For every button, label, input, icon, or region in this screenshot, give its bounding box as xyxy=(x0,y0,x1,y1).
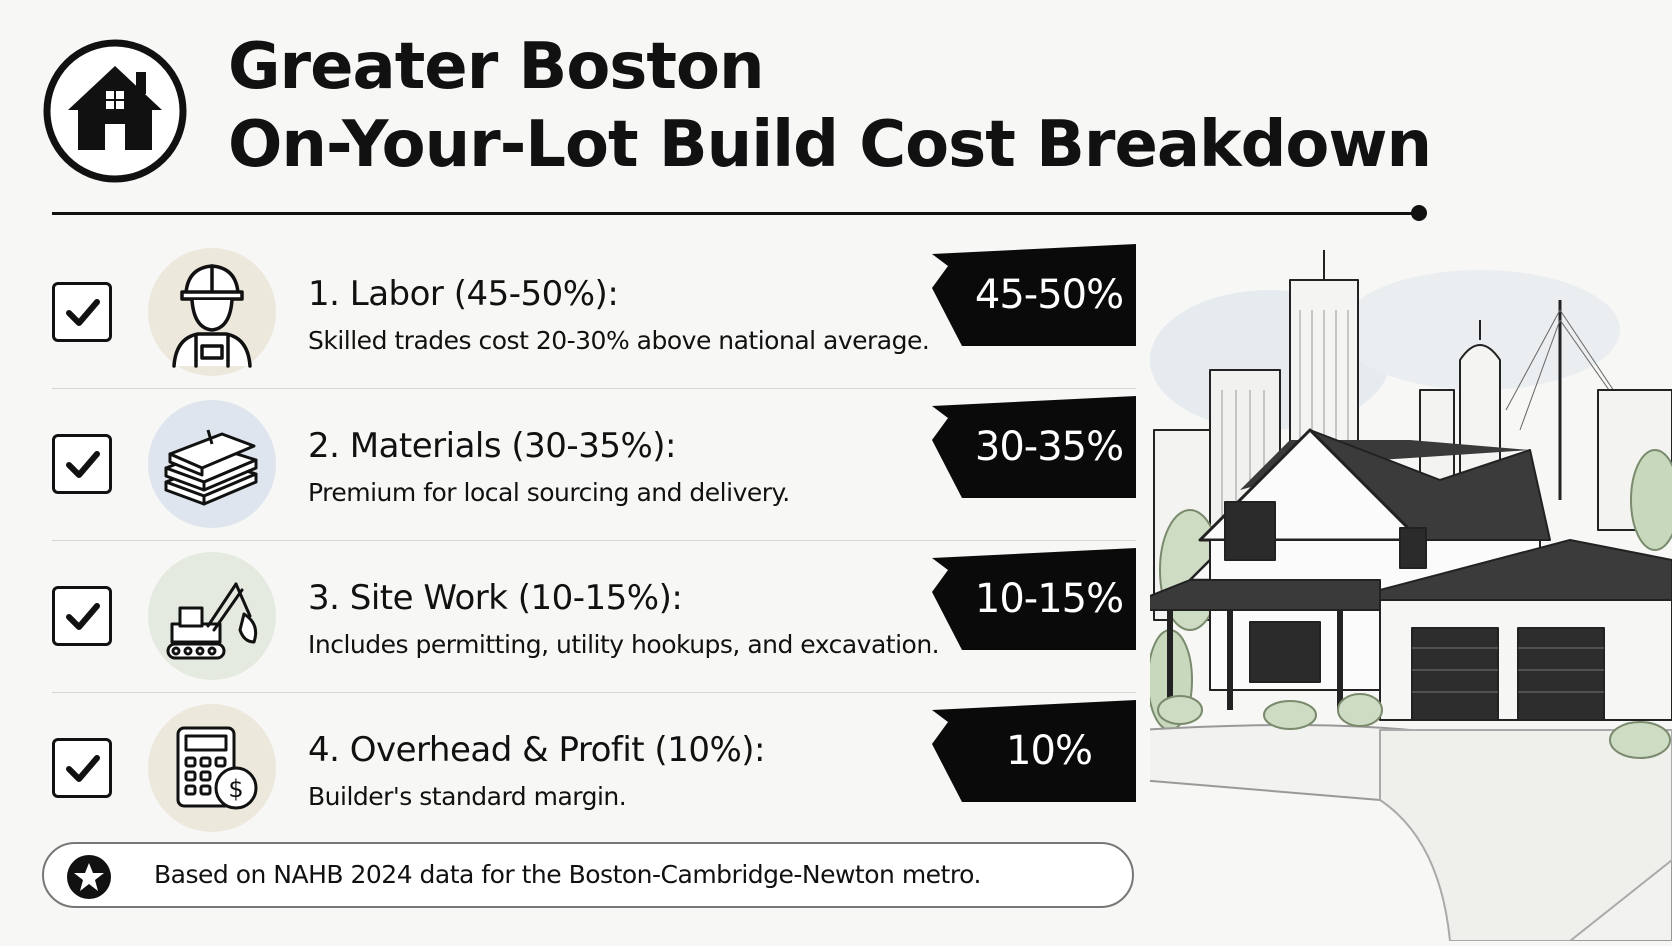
page-title: Greater Boston On-Your-Lot Build Cost Br… xyxy=(228,28,1432,184)
site-work-title: 3. Site Work (10-15%): xyxy=(308,578,683,618)
title-line-1: Greater Boston xyxy=(228,30,765,104)
labor-percent-badge: 45-50% xyxy=(932,244,1136,346)
materials-percent-badge: 30-35% xyxy=(932,396,1136,498)
star-icon xyxy=(67,855,111,899)
header-divider xyxy=(52,212,1422,215)
checkbox-checked-icon xyxy=(52,586,112,646)
materials-title: 2. Materials (30-35%): xyxy=(308,426,676,466)
labor-percent-value: 45-50% xyxy=(974,272,1124,318)
excavator-icon xyxy=(148,552,276,680)
materials-percent-value: 30-35% xyxy=(974,424,1124,470)
house-skyline-illustration xyxy=(1139,240,1672,942)
site-work-percent-badge: 10-15% xyxy=(932,548,1136,650)
source-note-text: Based on NAHB 2024 data for the Boston-C… xyxy=(154,860,981,889)
overhead-profit-description: Builder's standard margin. xyxy=(308,782,627,811)
overhead-profit-percent-value: 10% xyxy=(1006,728,1093,774)
labor-description: Skilled trades cost 20-30% above nationa… xyxy=(308,326,930,355)
cost-item-overhead-profit: $ 4. Overhead & Profit (10%): Builder's … xyxy=(52,692,1136,844)
divider-end-dot xyxy=(1411,205,1427,221)
site-work-percent-value: 10-15% xyxy=(974,576,1124,622)
source-note: Based on NAHB 2024 data for the Boston-C… xyxy=(42,842,1134,908)
overhead-profit-percent-badge: 10% xyxy=(932,700,1136,802)
cost-item-labor: 1. Labor (45-50%): Skilled trades cost 2… xyxy=(52,236,1136,389)
checkbox-checked-icon xyxy=(52,738,112,798)
materials-description: Premium for local sourcing and delivery. xyxy=(308,478,790,507)
lumber-stack-icon xyxy=(148,400,276,528)
checkbox-checked-icon xyxy=(52,434,112,494)
cost-item-site-work: 3. Site Work (10-15%): Includes permitti… xyxy=(52,540,1136,693)
site-work-description: Includes permitting, utility hookups, an… xyxy=(308,630,940,659)
construction-worker-icon xyxy=(148,248,276,376)
calculator-dollar-icon: $ xyxy=(148,704,276,832)
svg-text:$: $ xyxy=(228,775,243,803)
checkbox-checked-icon xyxy=(52,282,112,342)
overhead-profit-title: 4. Overhead & Profit (10%): xyxy=(308,730,766,770)
cost-item-materials: 2. Materials (30-35%): Premium for local… xyxy=(52,388,1136,541)
title-line-2: On-Your-Lot Build Cost Breakdown xyxy=(228,108,1432,182)
labor-title: 1. Labor (45-50%): xyxy=(308,274,619,314)
house-logo-icon xyxy=(40,36,190,186)
